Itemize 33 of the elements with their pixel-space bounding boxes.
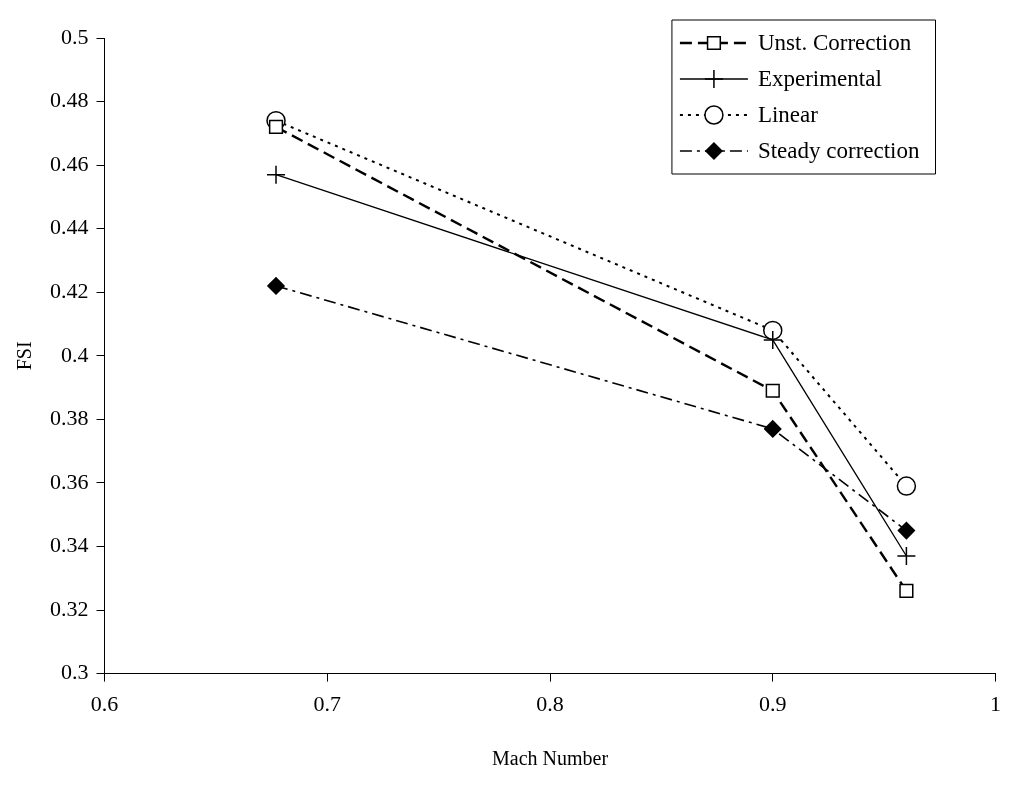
y-tick-label: 0.38 bbox=[50, 405, 89, 431]
point bbox=[896, 476, 917, 496]
point bbox=[268, 119, 284, 135]
y-tick-label: 0.36 bbox=[50, 468, 89, 494]
x-axis-title: Mach Number bbox=[491, 747, 609, 770]
y-tick-label: 0.44 bbox=[50, 214, 89, 240]
point bbox=[763, 330, 783, 350]
x-tick-label: 0.9 bbox=[759, 690, 787, 716]
point bbox=[899, 583, 914, 599]
point bbox=[765, 383, 780, 398]
y-tick-label: 0.5 bbox=[61, 23, 89, 49]
y-tick-label: 0.42 bbox=[50, 278, 89, 304]
y-tick-label: 0.3 bbox=[61, 659, 89, 685]
y-tick-label: 0.32 bbox=[50, 595, 89, 621]
point bbox=[267, 277, 285, 295]
y-tick-label: 0.46 bbox=[50, 150, 89, 176]
x-tick-label: 0.8 bbox=[536, 690, 564, 716]
y-tick-label: 0.4 bbox=[61, 341, 89, 367]
x-tick-label: 0.6 bbox=[90, 690, 119, 716]
x-tick-label: 0.7 bbox=[313, 690, 341, 716]
x-tick-label: 1 bbox=[990, 690, 1001, 716]
point bbox=[897, 521, 916, 540]
y-tick-label: 0.48 bbox=[50, 87, 89, 113]
point bbox=[896, 546, 917, 566]
point bbox=[763, 320, 783, 341]
point bbox=[764, 420, 782, 438]
legend-label: Experimental bbox=[757, 66, 882, 92]
y-tick-label: 0.34 bbox=[50, 532, 89, 558]
legend-label: Unst. Correction bbox=[757, 30, 912, 56]
point bbox=[266, 164, 286, 185]
legend-label: Steady correction bbox=[757, 138, 920, 164]
legend-label: Linear bbox=[757, 102, 819, 128]
y-axis-title: FSI bbox=[13, 341, 36, 371]
